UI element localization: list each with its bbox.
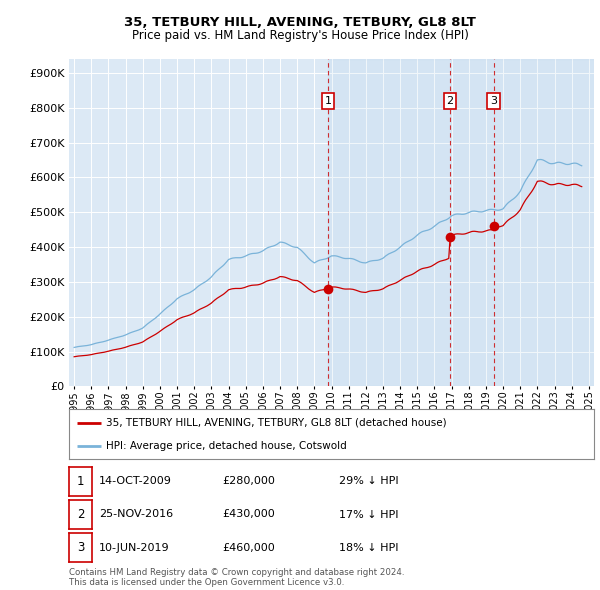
Text: 1: 1	[77, 475, 84, 488]
Text: 14-OCT-2009: 14-OCT-2009	[99, 477, 172, 486]
Text: £430,000: £430,000	[222, 510, 275, 519]
Text: £280,000: £280,000	[222, 477, 275, 486]
Text: 35, TETBURY HILL, AVENING, TETBURY, GL8 8LT: 35, TETBURY HILL, AVENING, TETBURY, GL8 …	[124, 16, 476, 29]
Text: 2: 2	[77, 508, 84, 521]
Text: 35, TETBURY HILL, AVENING, TETBURY, GL8 8LT (detached house): 35, TETBURY HILL, AVENING, TETBURY, GL8 …	[106, 418, 446, 428]
Text: Price paid vs. HM Land Registry's House Price Index (HPI): Price paid vs. HM Land Registry's House …	[131, 29, 469, 42]
Text: Contains HM Land Registry data © Crown copyright and database right 2024.
This d: Contains HM Land Registry data © Crown c…	[69, 568, 404, 587]
Text: 17% ↓ HPI: 17% ↓ HPI	[339, 510, 398, 519]
Text: 1: 1	[325, 96, 331, 106]
Text: 18% ↓ HPI: 18% ↓ HPI	[339, 543, 398, 552]
Text: 3: 3	[490, 96, 497, 106]
Text: 2: 2	[446, 96, 454, 106]
Text: 10-JUN-2019: 10-JUN-2019	[99, 543, 170, 552]
Text: HPI: Average price, detached house, Cotswold: HPI: Average price, detached house, Cots…	[106, 441, 347, 451]
Text: 3: 3	[77, 541, 84, 554]
Text: 25-NOV-2016: 25-NOV-2016	[99, 510, 173, 519]
Bar	[328, 59, 598, 386]
Text: £460,000: £460,000	[222, 543, 275, 552]
Text: 29% ↓ HPI: 29% ↓ HPI	[339, 477, 398, 486]
